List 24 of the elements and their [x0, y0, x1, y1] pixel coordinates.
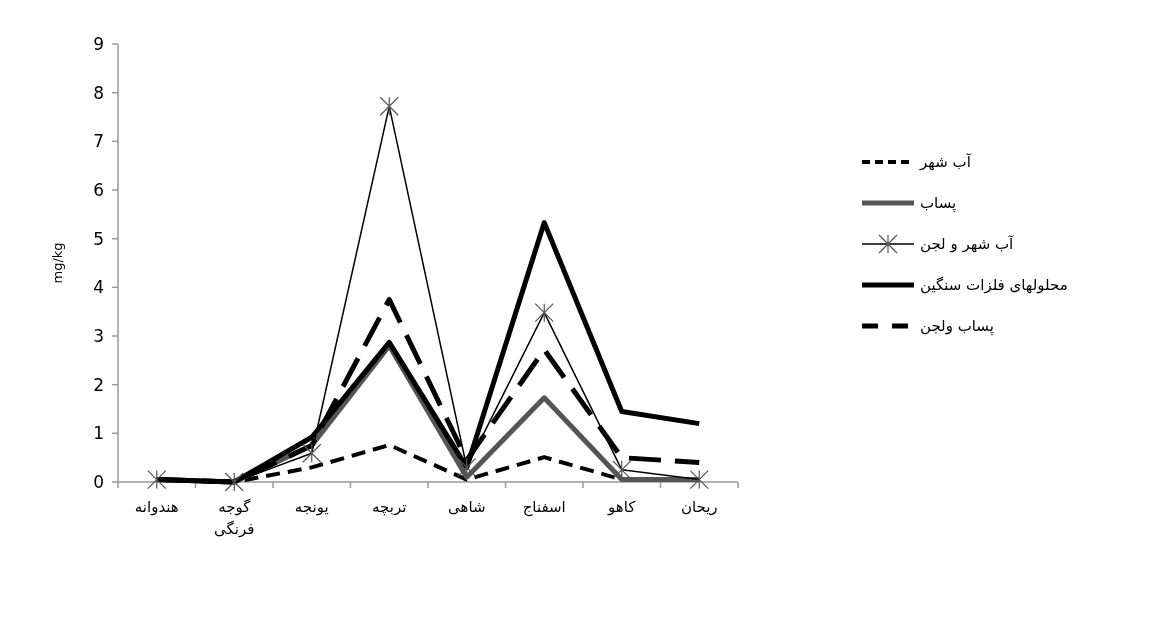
legend-label: آب شهر و لجن [920, 235, 1015, 253]
y-tick-label: 0 [93, 472, 104, 492]
x-tick-label: شاهی [447, 498, 486, 516]
y-tick-label: 7 [93, 131, 104, 152]
x-tick-label: اسفناج [522, 498, 566, 517]
y-axis-title: mg/kg [50, 242, 65, 284]
y-tick-label: 3 [93, 326, 104, 346]
x-tick-label: گوجه فرنگی [214, 498, 255, 538]
y-tick-label: 4 [93, 277, 104, 298]
y-tick-label: 2 [93, 374, 104, 395]
y-tick-label: 6 [93, 180, 104, 200]
y-tick-label: 5 [93, 228, 104, 249]
y-tick-label: 8 [93, 82, 104, 103]
legend-label: پساب ولجن [920, 317, 994, 336]
legend-label: محلولهای فلزات سنگین [920, 276, 1068, 294]
legend-label: آب شهر [919, 153, 972, 171]
x-tick-label: کاهو [607, 498, 637, 516]
x-tick-label: تربچه [372, 498, 407, 516]
x-tick-label: یونجه [294, 498, 329, 516]
y-tick-label: 1 [93, 423, 104, 444]
x-tick-label: هندوانه [134, 498, 179, 516]
y-tick-label: 9 [93, 34, 104, 54]
x-tick-label: ریحان [680, 498, 718, 516]
legend-label: پساب [920, 194, 957, 213]
